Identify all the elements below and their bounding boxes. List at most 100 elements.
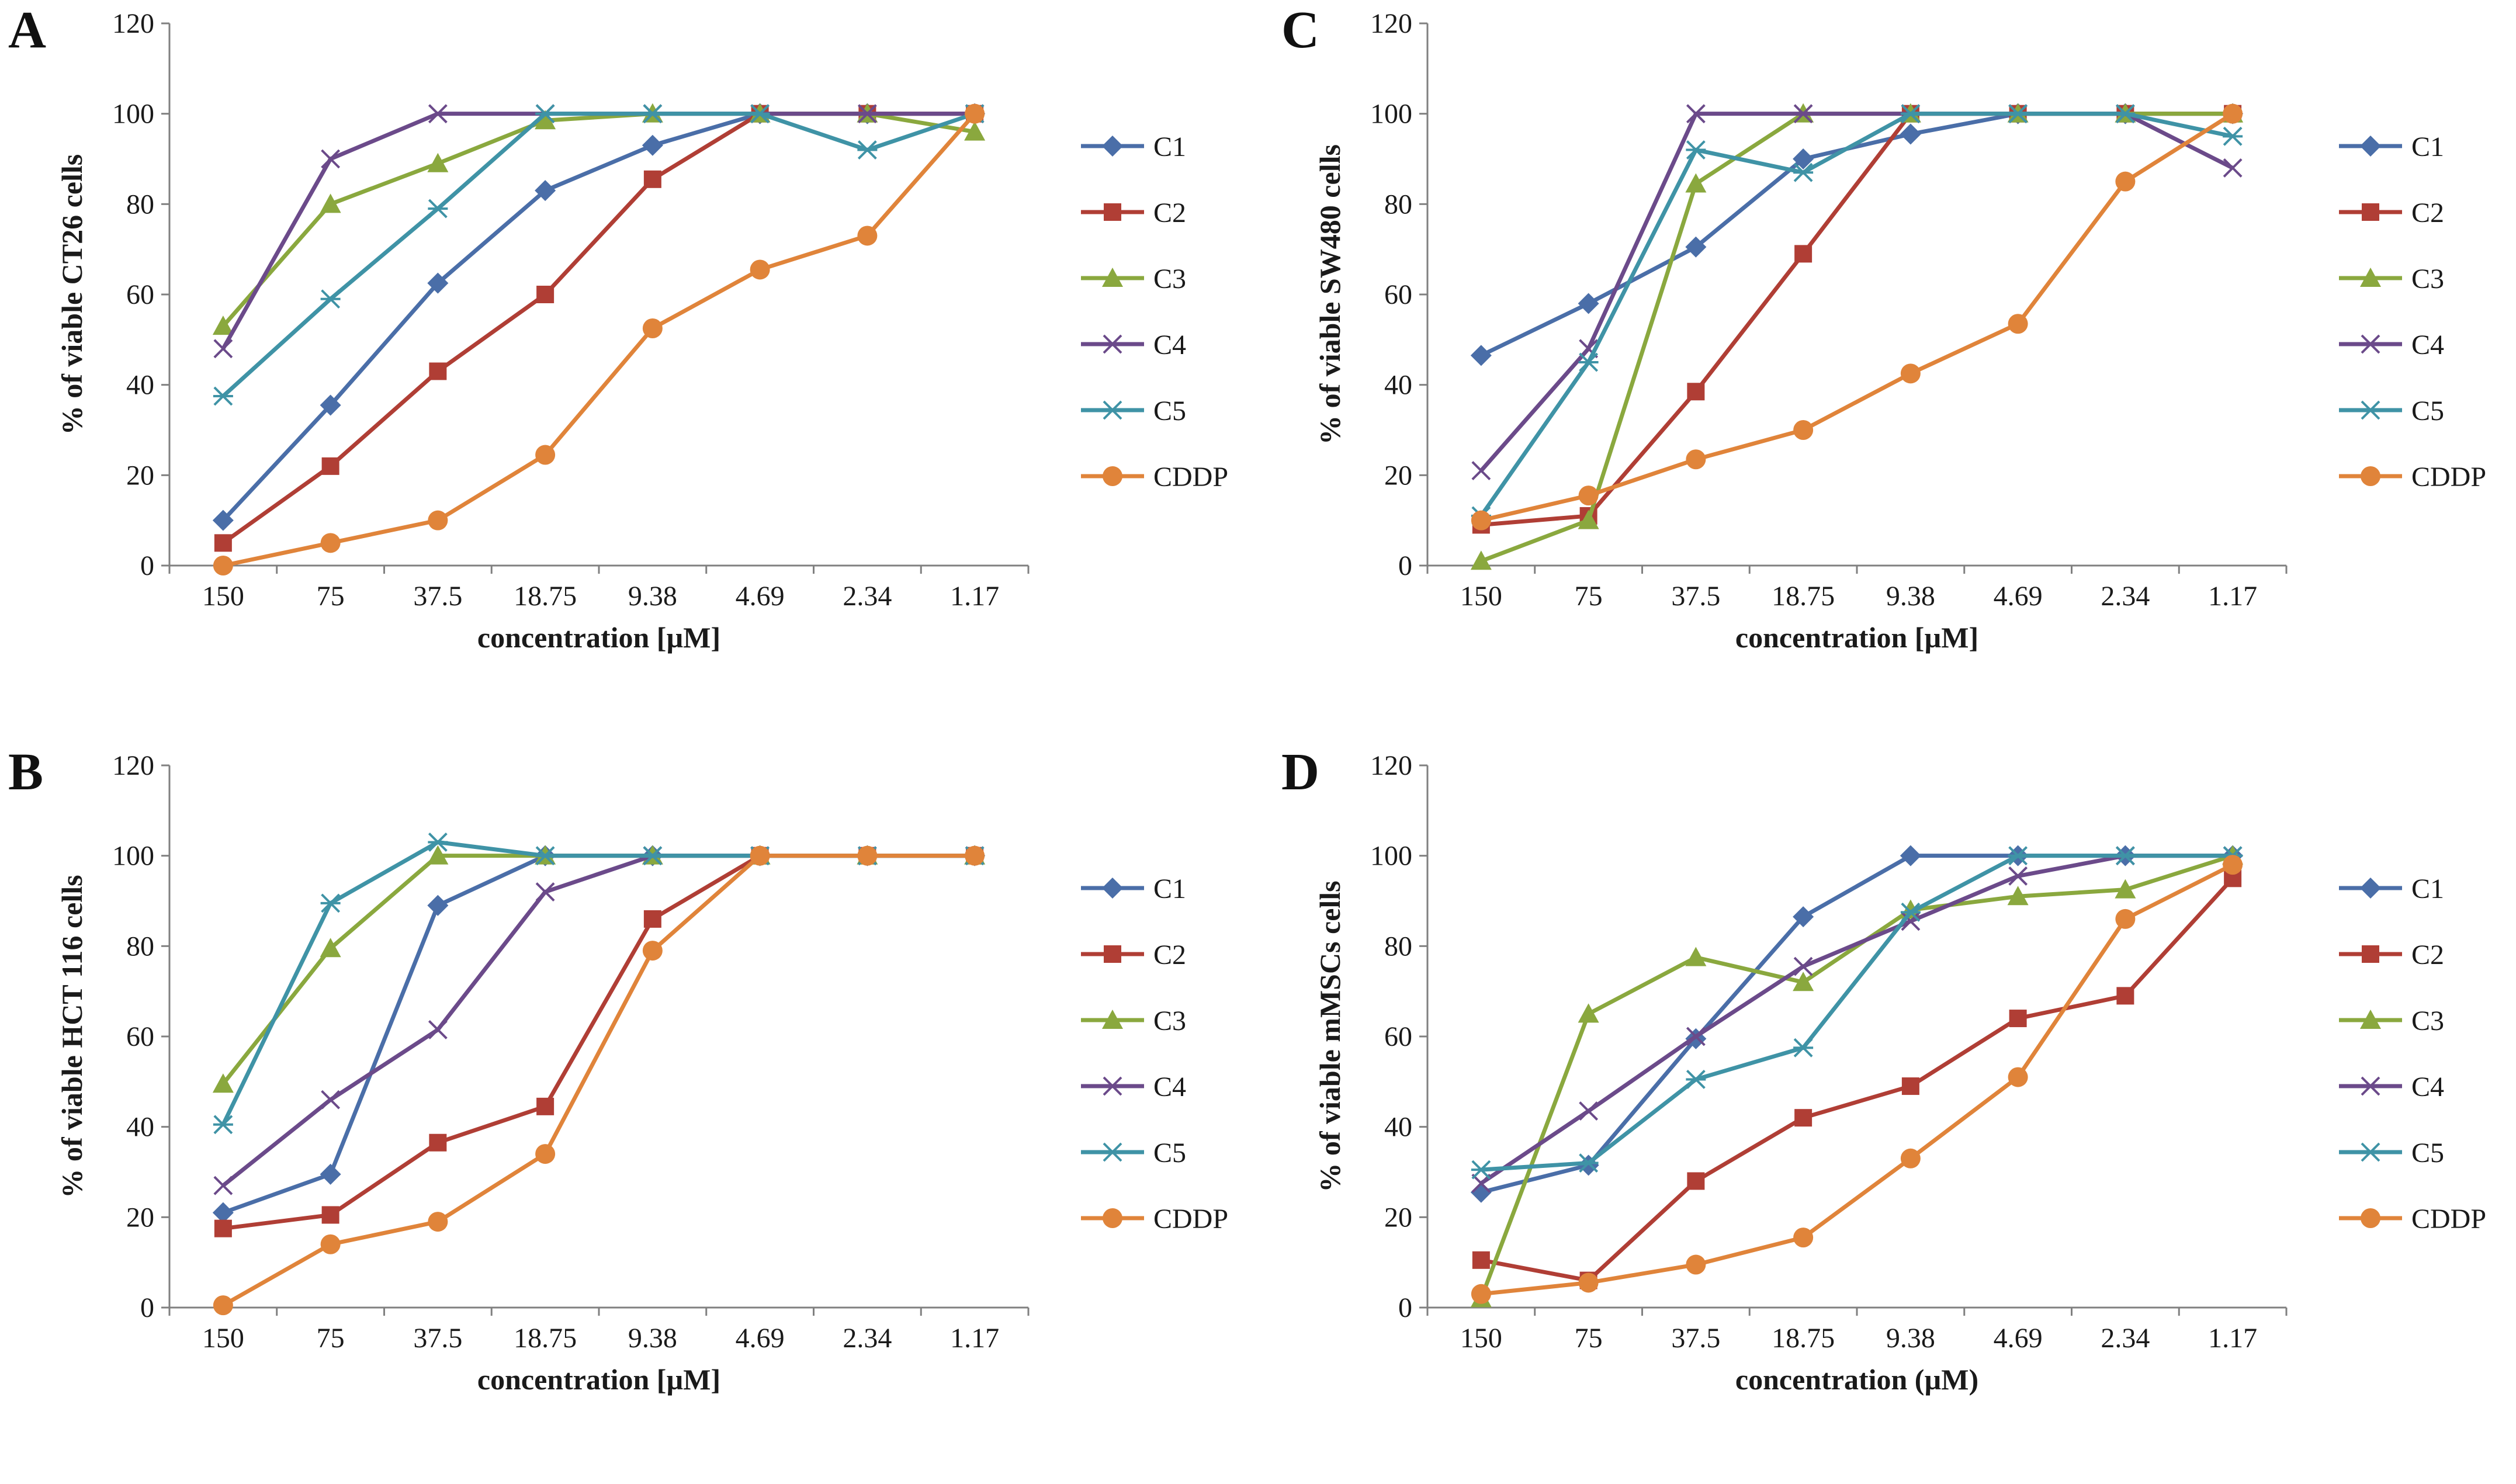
chart-b-point-cddp: [213, 1295, 233, 1316]
chart-d-series-line-c2: [1481, 876, 2234, 1283]
chart-d-point-c3: [1793, 972, 1814, 991]
chart-b-legend-marker: [1102, 878, 1123, 899]
chart-c-point-c5: [1686, 140, 1706, 160]
chart-b-legend-item-cddp: CDDP: [1081, 1204, 1228, 1235]
chart-b-legend-label: C2: [1153, 939, 1186, 970]
chart-b-legend-item-c3: C3: [1081, 1005, 1186, 1036]
chart-a-point-c2: [321, 457, 339, 475]
chart-b-x-tick-label: 150: [202, 1323, 244, 1354]
chart-a-point-c2: [643, 170, 661, 188]
chart-b-legend-marker: [1103, 1076, 1122, 1096]
chart-a-point-c3: [535, 110, 556, 130]
chart-d-point-cddp: [1578, 1273, 1599, 1293]
chart-d-point-c2: [1901, 1077, 1919, 1095]
chart-a-point-cddp: [535, 445, 556, 465]
chart-a-legend-item-cddp: CDDP: [1081, 462, 1228, 493]
chart-a-legend-marker: [1103, 400, 1122, 420]
chart-b-legend-marker: [1102, 1010, 1123, 1029]
chart-a-point-c3: [427, 152, 449, 172]
chart-c-point-c3: [1685, 173, 1707, 193]
chart-d-svg: 0 20 40 60 80 100 120 150 75 37.5 18.75 9.38 4.69 2.3…: [1314, 750, 2486, 1396]
chart-d-point-cddp: [2223, 855, 2243, 875]
chart-d-legend-item-c1: C1: [2339, 873, 2444, 904]
chart-d-x-tick-label: 9.38: [1886, 1323, 1935, 1354]
chart-d-legend-label: C1: [2411, 873, 2444, 904]
chart-d-point-cddp: [2008, 1067, 2028, 1087]
chart-d-x-tick-label: 2.34: [2101, 1323, 2150, 1354]
chart-a-legend-marker: [1103, 466, 1122, 486]
chart-b-point-c2: [643, 910, 661, 928]
chart-d-legend-item-c4: C4: [2339, 1072, 2444, 1102]
chart-c-series-line-cddp: [1481, 112, 2234, 523]
chart-c-y-tick-label: 80: [1384, 189, 1412, 220]
chart-c-x-tick-label: 18.75: [1772, 581, 1835, 612]
chart-a-y-tick-label: 80: [126, 189, 154, 220]
chart-d-y-tick-label: 20: [1384, 1202, 1412, 1233]
chart-c-series-cddp: [1471, 103, 2243, 531]
chart-d-point-c5: [2115, 846, 2136, 866]
chart-a-legend-item-c2: C2: [1081, 197, 1186, 228]
panel-letter-b: B: [8, 743, 44, 801]
chart-c-point-c1: [1900, 123, 1921, 145]
chart-b-x-tick-label: 37.5: [413, 1323, 462, 1354]
chart-a-point-c1: [212, 509, 234, 531]
chart-b-y-tick-label: 100: [112, 841, 154, 872]
chart-c-series-c4: [1471, 104, 2243, 481]
chart-b-legend-item-c5: C5: [1081, 1138, 1186, 1169]
chart-b-point-c2: [214, 1219, 232, 1237]
chart-a-point-c5: [857, 140, 878, 160]
chart-b-point-c4: [213, 1176, 233, 1195]
chart-b-legend-marker: [1103, 1142, 1122, 1162]
chart-a-x-tick-label: 75: [317, 581, 345, 612]
chart-c-legend-item-c5: C5: [2339, 396, 2444, 427]
chart-d-point-cddp: [1793, 1228, 1814, 1248]
chart-d-y-axis-title: % of viable mMSCs cells: [1314, 880, 1346, 1192]
chart-c-point-c1: [1470, 345, 1492, 366]
chart-c-point-cddp: [1578, 486, 1599, 506]
chart-d-x-tick-label: 75: [1575, 1323, 1603, 1354]
chart-a-y-axis-title: % of viable CT26 cells: [56, 154, 88, 435]
panel-letter-a: A: [8, 1, 46, 59]
chart-d-point-c5: [1686, 1070, 1706, 1089]
chart-d-legend-label: C4: [2411, 1072, 2444, 1102]
chart-c-series-line-c1: [1480, 112, 2233, 358]
chart-d-point-c4: [2008, 866, 2028, 886]
chart-a-point-c3: [964, 121, 986, 141]
chart-a-point-c5: [320, 289, 341, 309]
chart-d-y-tick-label: 40: [1384, 1112, 1412, 1143]
chart-a-series-line-c2: [221, 112, 975, 545]
chart-c-legend-marker: [2360, 268, 2381, 287]
chart-d-series-line-c4: [1479, 854, 2233, 1185]
chart-d-point-c2: [2116, 987, 2134, 1005]
chart-c-point-c4: [1686, 104, 1706, 124]
chart-b-y-tick-label: 0: [140, 1292, 154, 1323]
chart-b-point-c1: [320, 1163, 341, 1185]
chart-a-legend-marker: [1103, 334, 1122, 354]
chart-b-x-tick-label: 4.69: [736, 1323, 785, 1354]
chart-b-point-cddp: [428, 1212, 448, 1232]
chart-b-series-line-cddp: [222, 854, 975, 1308]
chart-c-x-axis-title: concentration [µM]: [1735, 621, 1978, 654]
chart-c-x-tick-label: 1.17: [2208, 581, 2257, 612]
chart-b-point-cddp: [750, 845, 770, 866]
chart-a-x-tick-label: 4.69: [736, 581, 785, 612]
chart-b-point-c2: [536, 1097, 555, 1115]
chart-b-series-line-c5: [221, 840, 975, 1126]
chart-c-series-line-c5: [1479, 112, 2233, 517]
chart-d-point-c4: [1471, 1173, 1491, 1193]
chart-d-y-tick-label: 80: [1384, 931, 1412, 962]
chart-b-point-c4: [428, 1020, 448, 1039]
chart-c-x-tick-label: 150: [1460, 581, 1502, 612]
chart-a-y-tick-label: 0: [140, 550, 154, 581]
chart-d-legend-label: C2: [2411, 939, 2444, 970]
chart-b-point-cddp: [857, 845, 878, 866]
chart-b-point-c5: [213, 1115, 233, 1135]
chart-d-point-cddp: [2115, 909, 2136, 929]
chart-c-legend-label: CDDP: [2411, 462, 2486, 493]
chart-c-x-tick-label: 9.38: [1886, 581, 1935, 612]
chart-b-point-c2: [321, 1206, 339, 1224]
chart-c-point-c5: [1793, 162, 1814, 182]
chart-b-point-cddp: [965, 845, 985, 866]
chart-b-point-c5: [535, 846, 556, 866]
chart-b-legend-label: CDDP: [1153, 1204, 1228, 1235]
